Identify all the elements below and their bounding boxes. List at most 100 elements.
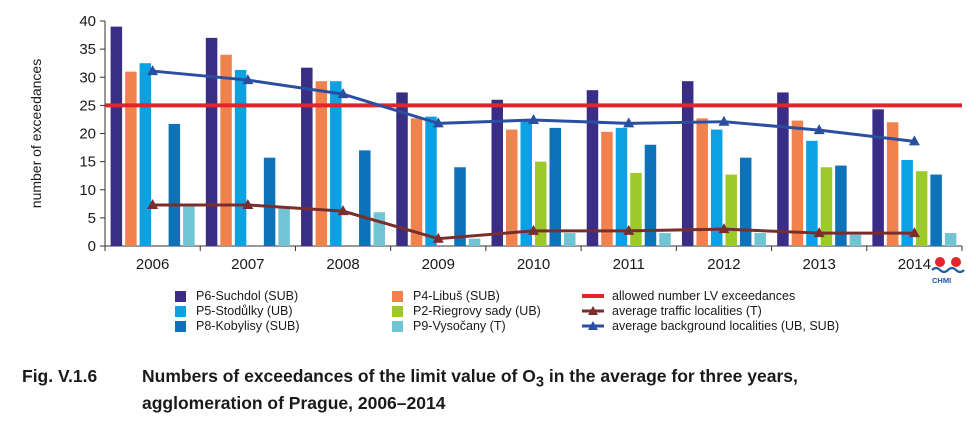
line-marker: [623, 224, 635, 235]
chmi-logo-icon: [931, 257, 965, 274]
bar: [739, 157, 752, 246]
legend-line-swatch: [582, 321, 604, 330]
line-marker: [432, 232, 444, 243]
y-tick-label: 10: [79, 182, 96, 199]
x-tick-label: 2006: [136, 256, 169, 273]
bar: [630, 172, 642, 246]
line-marker: [623, 117, 635, 128]
legend-item-p5-stodulky: P5-Stodůlky (UB): [175, 304, 293, 318]
legend-swatch: [392, 305, 403, 317]
line-marker: [432, 117, 444, 128]
y-tick-label: 15: [79, 154, 96, 171]
legend-label: P8-Kobylisy (SUB): [196, 319, 300, 333]
bar: [535, 161, 547, 246]
x-tick-label: 2014: [898, 256, 931, 273]
bar: [205, 37, 218, 246]
bar: [330, 81, 342, 246]
legend-swatch: [175, 320, 186, 332]
legend-line-swatch: [582, 306, 604, 315]
bar: [520, 120, 532, 246]
legend-swatch: [392, 320, 403, 332]
line-marker: [337, 88, 349, 99]
x-tick-label: 2008: [326, 256, 359, 273]
bar: [315, 81, 328, 246]
legend-item-limit-line: allowed number LV exceedances: [582, 289, 795, 303]
x-tick-label: 2013: [802, 256, 835, 273]
legend-label: allowed number LV exceedances: [612, 289, 796, 303]
figure-number: Fig. V.1.6: [22, 366, 98, 386]
bar: [425, 116, 437, 246]
y-tick-label: 20: [79, 126, 96, 143]
bar: [359, 150, 371, 246]
bar: [549, 127, 561, 246]
bar: [168, 123, 181, 246]
line-marker: [813, 227, 825, 238]
bar: [696, 118, 708, 246]
bar: [263, 157, 276, 246]
x-tick-label: 2007: [231, 256, 264, 273]
y-tick-label: 40: [79, 13, 96, 30]
bar: [681, 81, 694, 246]
line-marker: [147, 198, 159, 209]
legend-item-p2-riegrovy-sady: P2-Riegrovy sady (UB): [392, 304, 541, 318]
legend-item-p4-libus: P4-Libuš (SUB): [392, 289, 500, 303]
caption-line1-a: Numbers of exceedances of the limit valu…: [142, 366, 536, 386]
bar: [125, 71, 137, 246]
bar: [278, 208, 290, 246]
y-tick-label: 0: [88, 238, 96, 255]
line-marker: [813, 124, 825, 135]
bar: [886, 122, 899, 246]
line-marker: [718, 223, 730, 234]
line-marker: [528, 114, 539, 124]
bar: [139, 63, 152, 246]
x-tick-label: 2011: [613, 256, 645, 273]
legend-label: P2-Riegrovy sady (UB): [413, 304, 541, 318]
bar: [644, 144, 657, 246]
bar: [849, 234, 862, 246]
legend-item-p8-kobylisy: P8-Kobylisy (SUB): [175, 319, 300, 333]
bar: [454, 167, 466, 246]
line-marker: [242, 198, 254, 209]
x-tick-label: 2010: [517, 256, 550, 273]
bar: [301, 67, 313, 246]
bar: [110, 26, 123, 246]
bar: [586, 90, 599, 246]
bar: [410, 118, 423, 246]
line-marker: [528, 224, 539, 235]
legend-item-p6-suchdol: P6-Suchdol (SUB): [175, 289, 298, 303]
legend-label: P5-Stodůlky (UB): [196, 304, 293, 318]
bar: [234, 69, 247, 246]
legend-label: P4-Libuš (SUB): [413, 289, 500, 303]
caption-line1-b: in the average for three years,: [543, 366, 798, 386]
bar: [806, 140, 818, 246]
chmi-logo: CHMI: [928, 255, 968, 287]
legend-swatch: [392, 290, 403, 302]
legend-item-p9-vysocany: P9-Vysočany (T): [392, 319, 506, 333]
y-tick-label: 30: [79, 69, 96, 86]
bar: [183, 206, 195, 246]
bar: [901, 159, 913, 246]
legend-label: P6-Suchdol (SUB): [196, 289, 299, 303]
legend-item-traffic-average: average traffic localities (T): [582, 304, 762, 318]
line-marker: [908, 135, 920, 146]
legend-item-background-average: average background localities (UB, SUB): [582, 319, 839, 333]
bar: [754, 233, 766, 246]
legend-label: P9-Vysočany (T): [413, 319, 506, 333]
bar: [944, 233, 957, 246]
bar: [725, 174, 737, 246]
legend-label: average background localities (UB, SUB): [612, 319, 840, 333]
y-axis-label: number of exceedances: [28, 59, 44, 208]
line-marker: [242, 74, 254, 85]
line-marker: [718, 115, 730, 126]
bar: [491, 99, 503, 246]
bar: [615, 127, 628, 246]
legend-swatch: [175, 305, 186, 317]
legend: P6-Suchdol (SUB) P5-Stodůlky (UB) P8-Kob…: [175, 289, 895, 337]
line-marker: [908, 227, 920, 238]
figure-caption: Fig. V.1.6 Numbers of exceedances of the …: [22, 366, 962, 413]
bar: [872, 109, 884, 246]
y-tick-label: 5: [88, 210, 96, 227]
bar: [791, 120, 804, 246]
line-marker: [147, 65, 159, 76]
bar: [820, 167, 833, 246]
